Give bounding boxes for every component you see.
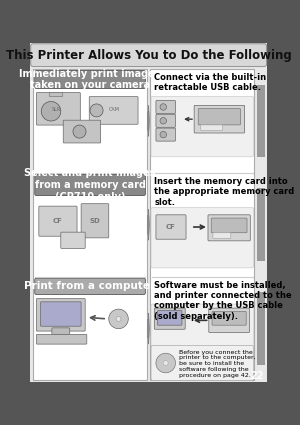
- Bar: [257, 85, 265, 157]
- FancyBboxPatch shape: [81, 204, 109, 238]
- Text: Insert the memory card into
the appropriate memory card
slot.: Insert the memory card into the appropri…: [154, 177, 295, 207]
- FancyBboxPatch shape: [198, 109, 241, 125]
- FancyBboxPatch shape: [39, 206, 77, 236]
- Circle shape: [156, 353, 176, 373]
- Text: Before you connect the
printer to the computer,
be sure to install the
software : Before you connect the printer to the co…: [179, 350, 255, 378]
- Text: 22: 22: [250, 371, 264, 381]
- FancyBboxPatch shape: [158, 311, 182, 325]
- FancyBboxPatch shape: [89, 96, 138, 124]
- Text: Select and print images
from a memory card
(CP710 only): Select and print images from a memory ca…: [24, 168, 156, 201]
- FancyBboxPatch shape: [201, 125, 223, 130]
- Circle shape: [160, 118, 166, 124]
- Circle shape: [90, 104, 103, 117]
- Bar: [33, 69, 147, 380]
- Text: CAM: CAM: [109, 107, 120, 112]
- FancyBboxPatch shape: [63, 120, 100, 143]
- Text: This Printer Allows You to Do the Following: This Printer Allows You to Do the Follow…: [6, 48, 292, 62]
- FancyBboxPatch shape: [156, 128, 176, 141]
- FancyBboxPatch shape: [31, 44, 266, 67]
- Bar: [257, 188, 265, 261]
- Bar: [150, 69, 254, 380]
- Circle shape: [160, 104, 166, 110]
- FancyBboxPatch shape: [212, 312, 246, 325]
- Text: CF: CF: [52, 218, 62, 224]
- Polygon shape: [148, 313, 149, 344]
- FancyBboxPatch shape: [156, 100, 176, 113]
- FancyBboxPatch shape: [40, 302, 81, 326]
- FancyBboxPatch shape: [36, 93, 80, 125]
- Polygon shape: [148, 105, 149, 136]
- Text: Print from a computer: Print from a computer: [25, 281, 156, 292]
- FancyBboxPatch shape: [208, 215, 250, 241]
- FancyBboxPatch shape: [194, 105, 244, 133]
- Circle shape: [41, 102, 61, 121]
- Circle shape: [73, 125, 86, 138]
- Text: SD: SD: [90, 218, 100, 224]
- FancyBboxPatch shape: [209, 308, 250, 332]
- FancyBboxPatch shape: [35, 71, 146, 88]
- Circle shape: [116, 317, 121, 321]
- FancyBboxPatch shape: [36, 299, 85, 331]
- FancyBboxPatch shape: [35, 278, 146, 295]
- FancyBboxPatch shape: [52, 328, 70, 334]
- FancyBboxPatch shape: [213, 233, 231, 238]
- Text: SLR: SLR: [52, 107, 61, 112]
- Circle shape: [160, 131, 166, 138]
- Bar: [50, 92, 61, 96]
- Bar: [257, 292, 265, 365]
- FancyBboxPatch shape: [154, 308, 185, 329]
- Text: Immediately print images
taken on your camera: Immediately print images taken on your c…: [19, 69, 161, 91]
- Text: Connect via the built-in
retractable USB cable.: Connect via the built-in retractable USB…: [154, 73, 266, 92]
- FancyBboxPatch shape: [151, 96, 254, 157]
- FancyBboxPatch shape: [156, 215, 186, 239]
- FancyBboxPatch shape: [151, 346, 254, 380]
- FancyBboxPatch shape: [156, 114, 176, 127]
- Polygon shape: [148, 209, 149, 240]
- Circle shape: [163, 360, 168, 366]
- FancyBboxPatch shape: [211, 218, 247, 233]
- Circle shape: [109, 309, 128, 329]
- FancyBboxPatch shape: [151, 304, 254, 347]
- FancyBboxPatch shape: [35, 174, 146, 196]
- Text: Software must be installed,
and printer connected to the
computer by the USB cab: Software must be installed, and printer …: [154, 280, 292, 321]
- FancyBboxPatch shape: [36, 334, 87, 344]
- Text: CF: CF: [166, 224, 176, 230]
- FancyBboxPatch shape: [61, 232, 85, 249]
- FancyBboxPatch shape: [151, 207, 254, 268]
